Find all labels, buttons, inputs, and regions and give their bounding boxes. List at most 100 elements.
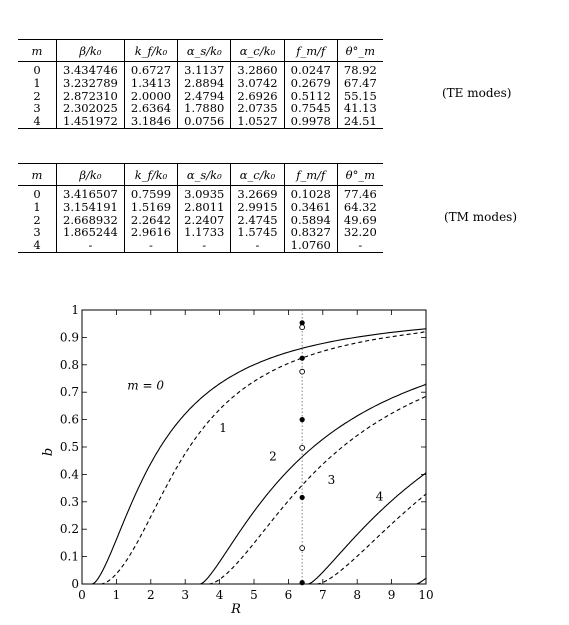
table-cell: 0.7599: [123, 185, 178, 201]
table-cell: -: [230, 239, 285, 253]
curve-tm-m0: [100, 330, 427, 585]
table-row: 1 3.154191 1.5169 2.8011 2.9915 0.3461 64.32: [18, 199, 383, 214]
table-cell: 1.3413: [123, 76, 178, 90]
te-modes-label: (TE modes): [442, 86, 512, 100]
table-cell: 2.9915: [230, 200, 285, 214]
x-tick-label: 10: [418, 588, 433, 602]
table-row: 0 3.416507 0.7599 3.0935 3.2669 0.1028 77.46: [18, 185, 383, 201]
column-header: f_m/f: [283, 163, 338, 186]
table-cell: 41.13: [336, 102, 383, 116]
tm-marker-point: [299, 324, 306, 331]
table-row: 3 1.865244 2.9616 1.1733 1.5745 0.8327 32.20: [18, 226, 383, 240]
column-header: f_m/f: [283, 39, 338, 62]
table-cell: 0: [33, 63, 41, 77]
table-cell: 2.302025: [56, 102, 125, 116]
table-cell: 2.8011: [177, 200, 231, 214]
table-cell: 1.5745: [230, 226, 285, 240]
table-cell: 3.0742: [230, 76, 285, 90]
table-cell: 2.872310: [56, 89, 125, 103]
y-tick-label: 0.2: [60, 522, 79, 536]
table-cell: -: [177, 239, 231, 253]
column-header: m: [31, 43, 43, 58]
table-cell: 0.3461: [283, 200, 338, 214]
te-table-body: 0 3.434746 0.6727 3.1137 3.2860 0.0247 78.92 1 3…: [18, 61, 383, 129]
x-tick-label: 2: [147, 588, 155, 602]
x-tick-label: 0: [78, 588, 86, 602]
column-header: α_s/k₀: [177, 39, 231, 62]
tm-modes-label: (TM modes): [444, 210, 518, 224]
table-cell: 1: [33, 199, 41, 214]
table-cell: 4: [18, 115, 57, 129]
x-tick-label: 3: [181, 588, 189, 602]
table-cell: 1.0527: [230, 115, 285, 129]
table-cell: 3.1846: [123, 115, 178, 129]
table-row: 2 2.872310 2.0000 2.4794 2.6926 0.5112 55.15: [18, 89, 383, 103]
table-cell: 2.2642: [123, 213, 178, 227]
y-tick-label: 0.7: [60, 385, 79, 399]
y-tick-label: 0.1: [60, 550, 79, 564]
curve-label: 3: [328, 473, 336, 487]
x-tick-label: 1: [113, 588, 121, 602]
y-tick-label: 0.4: [60, 467, 79, 481]
curve-label: 2: [269, 450, 277, 464]
column-header: α_c/k₀: [230, 163, 285, 186]
table-cell: 2.9616: [123, 226, 178, 240]
table-cell: 2: [33, 212, 41, 227]
table-cell: 3.434746: [56, 61, 125, 77]
tm-modes-table: m β/k₀ k_f/k₀ α_s/k₀ α_c/k₀ f_m/f θ°_m 0 3.4165…: [18, 163, 383, 253]
y-axis-label: b: [41, 448, 56, 456]
curve-label: m = 0: [127, 378, 164, 392]
table-cell: 3: [33, 101, 41, 116]
te-marker-point: [299, 580, 305, 586]
table-cell: 0.0756: [177, 115, 231, 129]
x-tick-label: 7: [319, 588, 327, 602]
table-cell: 3.2669: [230, 185, 285, 201]
curve-label: 4: [376, 489, 384, 503]
plot-frame: [81, 309, 427, 585]
table-cell: 0.2679: [283, 76, 338, 90]
te-header-row: m β/k₀ k_f/k₀ α_s/k₀ α_c/k₀ f_m/f θ°_m: [18, 39, 383, 62]
y-tick-label: 1: [71, 303, 79, 317]
tm-marker-point: [299, 368, 306, 375]
column-header: β/k₀: [56, 39, 125, 62]
table-cell: 2.0735: [230, 102, 285, 116]
x-tick-label: 6: [285, 588, 293, 602]
y-tick-label: 0.3: [60, 495, 79, 509]
curve-label: 1: [219, 421, 227, 435]
table-cell: 3.1137: [177, 61, 231, 77]
x-tick-label: 8: [353, 588, 361, 602]
table-cell: 0.0247: [283, 61, 338, 77]
table-cell: 3.2860: [230, 61, 285, 77]
y-tick-label: 0.8: [60, 358, 79, 372]
te-marker-point: [299, 320, 305, 326]
table-cell: 24.51: [336, 115, 383, 129]
table-cell: 1: [33, 75, 41, 90]
table-cell: 77.46: [336, 185, 383, 201]
table-cell: 0.1028: [283, 185, 338, 201]
table-cell: -: [336, 239, 383, 253]
x-tick-label: 4: [216, 588, 224, 602]
table-cell: 0.5112: [283, 89, 338, 103]
table-cell: 2.6926: [230, 89, 285, 103]
curve-te-m1: [200, 383, 427, 585]
table-cell: 2.4745: [230, 213, 285, 227]
tm-marker-point: [299, 444, 306, 451]
tm-marker-point: [299, 545, 306, 551]
table-row: 4 1.451972 3.1846 0.0756 1.0527 0.9978 24.51: [18, 115, 383, 129]
table-cell: 0.7545: [283, 102, 338, 116]
column-header: k_f/k₀: [123, 39, 178, 62]
table-cell: 2.4794: [177, 89, 231, 103]
table-cell: 0.5894: [283, 213, 338, 227]
te-marker-point: [299, 417, 305, 423]
te-marker-point: [299, 355, 305, 361]
table-row: 4- - - -1.0760-: [18, 239, 383, 253]
table-cell: 64.32: [336, 200, 383, 214]
curve-te-m3: [416, 577, 427, 585]
table-cell: 0.6727: [123, 61, 178, 77]
table-cell: 1.7880: [177, 102, 231, 116]
table-cell: 55.15: [336, 89, 383, 103]
table-cell: 0.8327: [283, 226, 338, 240]
table-cell: 0.9978: [283, 115, 338, 129]
table-row: 2 2.668932 2.2642 2.2407 2.4745 0.5894 49.69: [18, 212, 383, 227]
